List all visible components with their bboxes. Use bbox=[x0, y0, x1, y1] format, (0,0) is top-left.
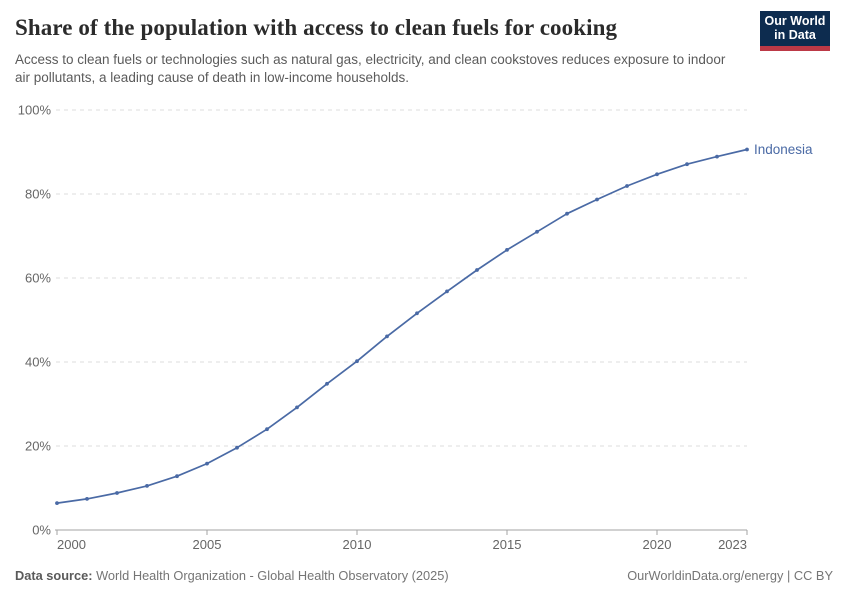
data-point[interactable] bbox=[115, 491, 119, 495]
data-point[interactable] bbox=[85, 497, 89, 501]
data-point[interactable] bbox=[595, 197, 599, 202]
page-title: Share of the population with access to c… bbox=[15, 15, 618, 40]
data-source: Data source: World Health Organization -… bbox=[15, 568, 449, 583]
credit-link[interactable]: OurWorldinData.org/energy | CC BY bbox=[627, 568, 833, 583]
y-tick-label: 20% bbox=[25, 439, 51, 454]
data-point[interactable] bbox=[385, 334, 389, 339]
y-tick-label: 40% bbox=[25, 355, 51, 370]
x-tick-label: 2020 bbox=[643, 537, 672, 552]
data-point[interactable] bbox=[355, 359, 359, 364]
data-point[interactable] bbox=[265, 427, 269, 432]
data-point[interactable] bbox=[145, 484, 149, 488]
data-point[interactable] bbox=[745, 147, 749, 152]
data-point[interactable] bbox=[55, 501, 59, 505]
data-point[interactable] bbox=[235, 445, 239, 450]
x-tick-label: 2023 bbox=[718, 537, 747, 552]
chart-footer: Data source: World Health Organization -… bbox=[15, 568, 833, 583]
data-point[interactable] bbox=[445, 289, 449, 294]
y-tick-label: 60% bbox=[25, 271, 51, 286]
y-tick-label: 80% bbox=[25, 187, 51, 202]
data-source-text: World Health Organization - Global Healt… bbox=[92, 568, 449, 583]
chart-subtitle: Access to clean fuels or technologies su… bbox=[15, 52, 726, 85]
owid-logo-line1: Our World bbox=[764, 14, 826, 28]
y-tick-label: 100% bbox=[18, 103, 52, 118]
data-point[interactable] bbox=[625, 184, 629, 188]
x-tick-label: 2015 bbox=[493, 537, 522, 552]
data-point[interactable] bbox=[475, 268, 479, 272]
chart-header: Share of the population with access to c… bbox=[15, 11, 835, 86]
data-source-label: Data source: bbox=[15, 568, 93, 583]
owid-logo: Our World in Data bbox=[760, 11, 830, 51]
data-point[interactable] bbox=[175, 474, 179, 479]
data-point[interactable] bbox=[535, 229, 539, 234]
entity-label[interactable]: Indonesia bbox=[754, 142, 813, 157]
data-point[interactable] bbox=[415, 311, 419, 316]
data-point[interactable] bbox=[565, 211, 569, 216]
data-line[interactable] bbox=[56, 148, 748, 504]
data-point[interactable] bbox=[325, 381, 329, 386]
x-tick-label: 2010 bbox=[343, 537, 372, 552]
data-point[interactable] bbox=[295, 405, 299, 410]
data-point[interactable] bbox=[655, 172, 659, 177]
x-tick-label: 2005 bbox=[193, 537, 222, 552]
x-tick-label: 2000 bbox=[57, 537, 86, 552]
data-point[interactable] bbox=[715, 154, 719, 159]
owid-logo-line2: in Data bbox=[774, 27, 816, 42]
data-point[interactable] bbox=[205, 461, 209, 466]
y-tick-label: 0% bbox=[32, 523, 51, 538]
data-point[interactable] bbox=[685, 162, 689, 167]
data-point[interactable] bbox=[505, 248, 509, 252]
